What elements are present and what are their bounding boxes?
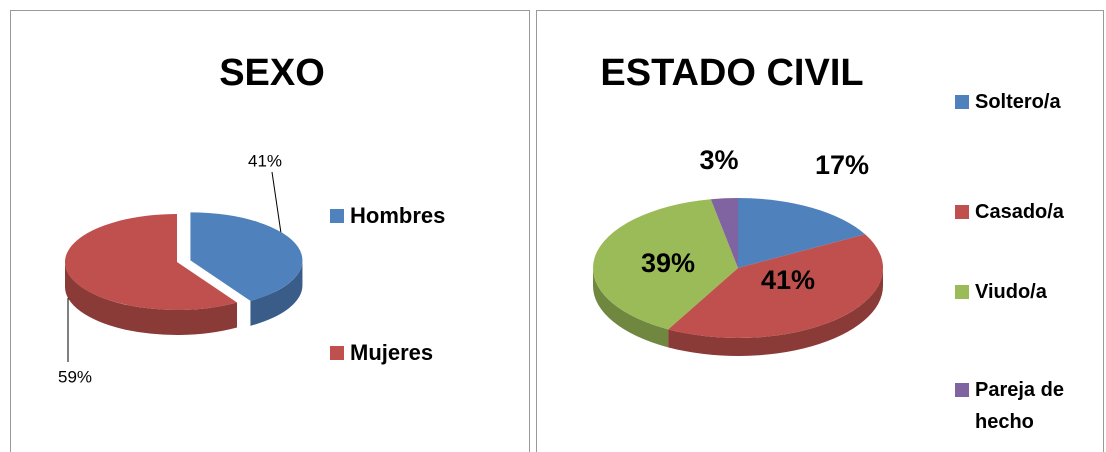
legend-label: Hombres xyxy=(350,203,446,228)
data-label: 39% xyxy=(641,248,695,278)
slice xyxy=(710,198,738,268)
data-label: 41% xyxy=(248,151,282,170)
data-label: 41% xyxy=(761,265,815,295)
legend-swatch xyxy=(955,285,969,299)
slice-side xyxy=(668,268,883,356)
leader-line xyxy=(271,171,283,241)
legend-swatch xyxy=(955,383,969,397)
legend-swatch xyxy=(330,346,344,360)
slice-side xyxy=(593,268,669,348)
legend-label: Pareja de hecho xyxy=(975,379,1064,433)
slice-side xyxy=(65,262,238,335)
slice xyxy=(738,198,866,268)
legend-swatch xyxy=(330,209,344,223)
chart-title: ESTADO CIVIL xyxy=(600,52,863,94)
legend-label: Casado/a xyxy=(975,201,1064,223)
legend-swatch xyxy=(955,205,969,219)
chart-title: SEXO xyxy=(219,52,325,94)
slice xyxy=(64,214,238,310)
legend-swatch xyxy=(955,95,969,109)
data-label: 3% xyxy=(699,145,738,175)
data-label: 59% xyxy=(58,367,92,386)
legend-label: Viudo/a xyxy=(975,281,1047,303)
legend-label: Soltero/a xyxy=(975,91,1061,113)
slice-side xyxy=(250,260,303,326)
slice xyxy=(190,212,303,301)
legend-label: Mujeres xyxy=(350,340,434,365)
slice xyxy=(668,234,883,339)
data-label: 17% xyxy=(815,150,869,180)
slice xyxy=(593,199,738,330)
